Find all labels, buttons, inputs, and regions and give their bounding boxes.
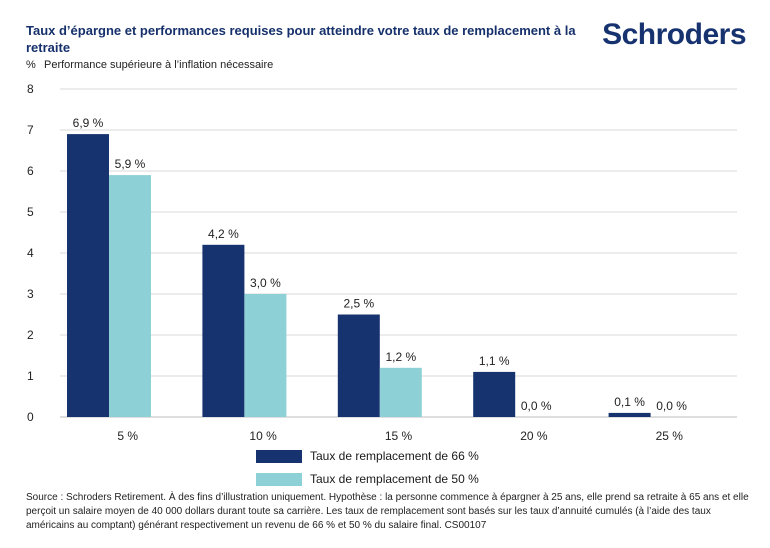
bar-50-1 xyxy=(244,294,287,417)
y-axis-label: Performance supérieure à l’inflation néc… xyxy=(44,59,274,71)
y-axis-unit: % xyxy=(26,59,36,71)
bar-50-2 xyxy=(379,367,422,417)
data-label: 4,2 % xyxy=(208,227,239,241)
data-label: 3,0 % xyxy=(250,276,281,290)
bar-66-1 xyxy=(202,244,245,417)
y-tick-label: 1 xyxy=(27,369,34,383)
x-tick-label: 20 % xyxy=(520,429,548,443)
data-label: 6,9 % xyxy=(73,116,104,130)
bar-66-4 xyxy=(608,412,651,417)
data-label: 0,0 % xyxy=(656,399,687,413)
y-tick-label: 0 xyxy=(27,410,34,424)
y-tick-label: 5 xyxy=(27,205,34,219)
bar-66-0 xyxy=(67,134,109,417)
x-tick-label: 25 % xyxy=(656,429,684,443)
bar-66-2 xyxy=(337,314,380,417)
data-label: 1,2 % xyxy=(385,350,416,364)
chart-legend: Taux de remplacement de 66 % Taux de rem… xyxy=(256,446,479,492)
legend-item-50: Taux de remplacement de 50 % xyxy=(256,469,479,489)
y-tick-label: 4 xyxy=(27,246,34,260)
data-label: 5,9 % xyxy=(115,157,146,171)
y-tick-label: 6 xyxy=(27,164,34,178)
data-label: 2,5 % xyxy=(343,297,374,311)
source-note: Source : Schroders Retirement. À des fin… xyxy=(26,492,749,531)
legend-label-50: Taux de remplacement de 50 % xyxy=(310,472,479,486)
y-tick-label: 7 xyxy=(27,123,34,137)
y-tick-label: 3 xyxy=(27,287,34,301)
y-tick-label: 2 xyxy=(27,328,34,342)
y-axis-caption: % Performance supérieure à l’inflation né… xyxy=(26,59,273,71)
data-label: 0,1 % xyxy=(614,395,645,409)
chart-title: Taux d’épargne et performances requises … xyxy=(26,23,576,55)
x-tick-label: 5 % xyxy=(117,429,138,443)
legend-label-66: Taux de remplacement de 66 % xyxy=(310,449,479,463)
legend-swatch-50 xyxy=(256,472,302,486)
bar-50-0 xyxy=(109,175,151,417)
data-label: 0,0 % xyxy=(521,399,552,413)
schroders-logo: Schroders xyxy=(602,18,746,51)
legend-swatch-66 xyxy=(256,449,302,463)
data-label: 1,1 % xyxy=(479,354,510,368)
legend-item-66: Taux de remplacement de 66 % xyxy=(256,446,479,466)
y-tick-label: 8 xyxy=(27,82,34,96)
x-tick-label: 10 % xyxy=(249,429,277,443)
bar-66-3 xyxy=(473,371,516,417)
x-tick-label: 15 % xyxy=(385,429,413,443)
